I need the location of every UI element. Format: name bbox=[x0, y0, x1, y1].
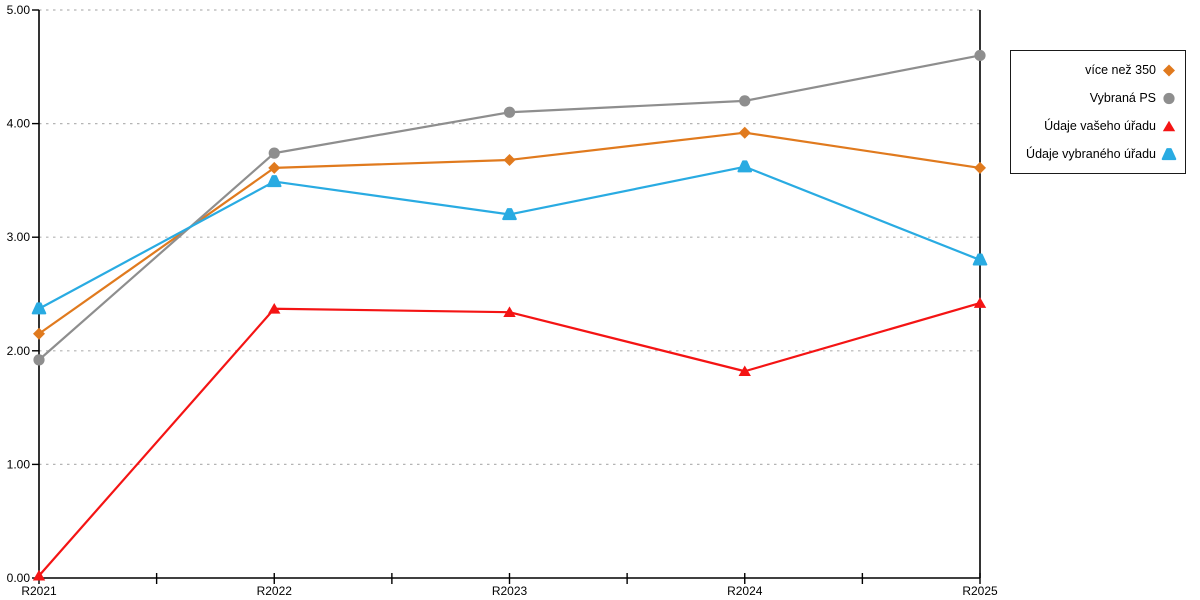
circle-marker bbox=[503, 106, 516, 118]
circle-marker bbox=[1163, 92, 1175, 104]
y-tick-label: 3.00 bbox=[7, 230, 31, 244]
legend-label: více než 350 bbox=[1085, 63, 1156, 77]
circle-marker bbox=[739, 95, 751, 107]
y-tick-label: 2.00 bbox=[7, 344, 31, 358]
diamond-marker bbox=[738, 126, 751, 139]
legend-item: Údaje vašeho úřadu bbox=[1011, 112, 1177, 140]
triangle-rounded-marker bbox=[1161, 147, 1177, 160]
y-tick-label: 0.00 bbox=[7, 571, 31, 585]
triangle-rounded-marker bbox=[737, 160, 753, 173]
y-tick-label: 5.00 bbox=[7, 3, 31, 17]
triangle-marker bbox=[503, 306, 516, 317]
legend-triangle-icon bbox=[1162, 120, 1176, 131]
x-tick-label: R2025 bbox=[962, 584, 998, 598]
triangle-marker bbox=[973, 297, 987, 308]
diamond-marker bbox=[268, 161, 281, 174]
triangle-marker bbox=[738, 365, 751, 377]
legend-circle-icon bbox=[1163, 92, 1175, 104]
legend-label: Údaje vybraného úřadu bbox=[1026, 147, 1156, 161]
triangle-rounded-marker bbox=[266, 175, 282, 188]
x-tick-label: R2024 bbox=[727, 584, 763, 598]
triangle-rounded-marker bbox=[972, 253, 988, 266]
chart-legend: více než 350 Vybraná PS Údaje vašeho úřadu… bbox=[1010, 50, 1186, 174]
legend-item: více než 350 bbox=[1011, 56, 1177, 84]
triangle-marker bbox=[268, 302, 281, 314]
legend-triangle-rounded-icon bbox=[1161, 147, 1177, 160]
triangle-marker bbox=[32, 569, 46, 581]
legend-item: Vybraná PS bbox=[1011, 84, 1177, 112]
legend-item: Údaje vybraného úřadu bbox=[1011, 140, 1177, 168]
diamond-marker bbox=[974, 161, 986, 174]
legend-diamond-icon bbox=[1163, 64, 1175, 76]
diamond-marker bbox=[503, 153, 516, 166]
circle-marker bbox=[974, 49, 986, 62]
triangle-marker bbox=[1162, 120, 1176, 131]
x-tick-label: R2023 bbox=[492, 584, 528, 598]
circle-marker bbox=[33, 354, 45, 366]
series-line-triangle bbox=[37, 301, 982, 577]
triangle-rounded-marker bbox=[31, 302, 47, 315]
diamond-marker bbox=[1163, 64, 1175, 76]
y-tick-label: 4.00 bbox=[7, 117, 31, 131]
circle-marker bbox=[268, 147, 280, 159]
legend-label: Údaje vašeho úřadu bbox=[1044, 119, 1156, 133]
x-tick-label: R2022 bbox=[257, 584, 293, 598]
y-tick-label: 1.00 bbox=[7, 457, 31, 471]
triangle-rounded-marker bbox=[502, 208, 517, 221]
x-tick-label: R2021 bbox=[21, 584, 57, 598]
diamond-marker bbox=[33, 327, 45, 340]
legend-label: Vybraná PS bbox=[1089, 91, 1156, 105]
